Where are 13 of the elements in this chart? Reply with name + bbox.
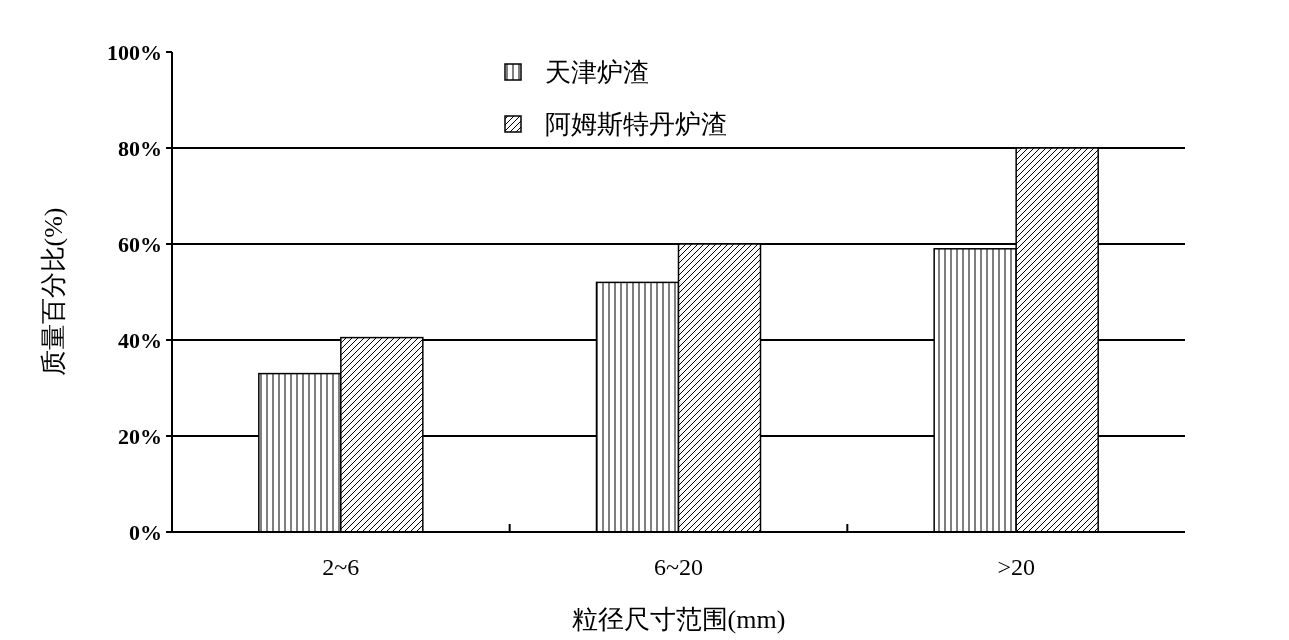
y-tick-label: 100% — [107, 40, 162, 65]
y-tick-label: 60% — [118, 232, 162, 257]
x-tick-label: >20 — [997, 554, 1035, 580]
y-tick-label: 20% — [118, 424, 162, 449]
x-axis-title: 粒径尺寸范围(mm) — [571, 605, 786, 634]
y-axis-title: 质量百分比(%) — [39, 207, 68, 377]
legend-label: 天津炉渣 — [545, 57, 649, 87]
legend-label: 阿姆斯特丹炉渣 — [545, 109, 727, 139]
y-tick-label: 80% — [118, 136, 162, 161]
y-tick-label: 0% — [129, 520, 162, 545]
y-tick-label: 40% — [118, 328, 162, 353]
x-tick-label: 2~6 — [322, 554, 360, 580]
x-tick-label: 6~20 — [654, 554, 703, 580]
